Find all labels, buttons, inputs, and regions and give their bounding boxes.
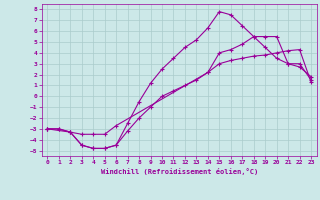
X-axis label: Windchill (Refroidissement éolien,°C): Windchill (Refroidissement éolien,°C) — [100, 168, 258, 175]
